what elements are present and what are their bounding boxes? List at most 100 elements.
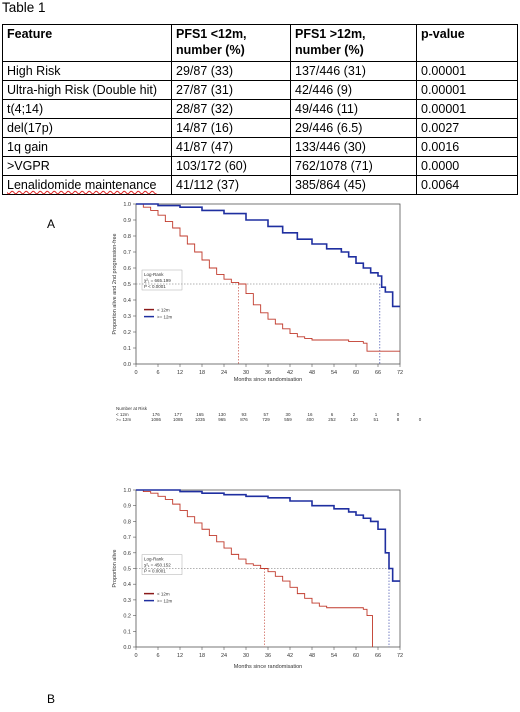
legend-label: < 12m xyxy=(157,308,170,313)
table-header-row: Feature PFS1 <12m, number (%) PFS1 >12m,… xyxy=(2,24,518,62)
y-tick-label: 0.3 xyxy=(123,314,131,320)
legend-label: < 12m xyxy=(157,592,170,597)
x-tick-label: 30 xyxy=(243,653,249,659)
risk-value: 8 xyxy=(397,417,400,422)
x-tick-label: 72 xyxy=(397,370,403,376)
risk-value: 559 xyxy=(284,417,292,422)
y-axis-title: Proportion alive xyxy=(112,549,118,587)
y-tick-label: 1.0 xyxy=(123,202,131,208)
x-tick-label: 36 xyxy=(265,653,271,659)
table-cell: 49/446 (11) xyxy=(290,99,417,119)
table-cell: 42/446 (9) xyxy=(290,80,417,100)
x-axis-title: Months since randomisation xyxy=(234,377,302,383)
table-row: Ultra-high Risk (Double hit) 27/87 (31) … xyxy=(2,80,518,100)
x-tick-label: 12 xyxy=(177,370,183,376)
risk-value: 1085 xyxy=(173,417,184,422)
y-tick-label: 0.5 xyxy=(123,282,131,288)
log-rank-annotation: χ²₁ = 450.152 xyxy=(144,563,171,568)
x-tick-label: 18 xyxy=(199,370,205,376)
y-tick-label: 0.4 xyxy=(123,298,131,304)
risk-value: 16 xyxy=(307,412,313,417)
y-tick-label: 0.1 xyxy=(123,346,131,352)
annotation-box xyxy=(141,269,183,291)
km-chart-b: 0.0 0.1 0.2 0.3 0.4 0.5 0.6 0.7 0.8 0.9 1.0 0 6 12 18 2… xyxy=(112,488,403,670)
risk-value: 965 xyxy=(218,417,226,422)
table-header-cell: Feature xyxy=(2,24,172,62)
risk-value: 0 xyxy=(419,417,422,422)
risk-value: 252 xyxy=(328,417,336,422)
risk-value: 0 xyxy=(397,412,400,417)
table-header-cell: PFS1 >12m, number (%) xyxy=(290,24,417,62)
risk-value: 140 xyxy=(350,417,358,422)
x-tick-label: 48 xyxy=(309,653,315,659)
km-chart-a: 0.0 0.1 0.2 0.3 0.4 0.5 0.6 0.7 0.8 0.9 1.0 0 6 12 18 2… xyxy=(112,202,403,383)
x-axis-title: Months since randomisation xyxy=(234,664,302,670)
y-tick-label: 0.4 xyxy=(123,582,131,588)
x-tick-label: 6 xyxy=(156,653,159,659)
risk-value: 51 xyxy=(373,417,379,422)
log-rank-annotation: P < 0.0001 xyxy=(144,284,166,289)
risk-value: 6 xyxy=(331,412,334,417)
x-tick-label: 54 xyxy=(331,653,337,659)
table-cell: 41/112 (37) xyxy=(171,175,291,195)
risk-value: 176 xyxy=(152,412,160,417)
table-cell: 385/864 (45) xyxy=(290,175,417,195)
x-tick-label: 66 xyxy=(375,653,381,659)
x-tick-label: 42 xyxy=(287,653,293,659)
log-rank-annotation: P < 0.0001 xyxy=(144,569,166,574)
km-curve-lt12m xyxy=(136,489,373,647)
x-tick-label: 0 xyxy=(134,370,137,376)
log-rank-annotation: χ²₁ = 665.199 xyxy=(144,278,171,283)
km-curve-ge12m xyxy=(136,203,400,308)
log-rank-annotation: Log-Rank xyxy=(144,557,164,562)
y-tick-label: 0.9 xyxy=(123,504,131,510)
x-tick-label: 42 xyxy=(287,370,293,376)
risk-value: 165 xyxy=(196,412,204,417)
table-cell: t(4;14) xyxy=(2,99,172,119)
x-tick-label: 60 xyxy=(353,653,359,659)
x-tick-label: 60 xyxy=(353,370,359,376)
risk-value: 130 xyxy=(218,412,226,417)
y-tick-label: 0.3 xyxy=(123,598,131,604)
risk-value: 177 xyxy=(174,412,182,417)
risk-value: 2 xyxy=(353,412,356,417)
y-axis-title: Proportion alive and 2nd progression-fre… xyxy=(112,233,118,334)
x-tick-label: 24 xyxy=(221,653,227,659)
table-cell: 0.00001 xyxy=(416,61,518,81)
y-tick-label: 0.8 xyxy=(123,234,131,240)
table-cell: 0.0064 xyxy=(416,175,518,195)
risk-value: 93 xyxy=(241,412,247,417)
y-tick-label: 0.5 xyxy=(123,567,131,573)
x-tick-label: 12 xyxy=(177,653,183,659)
table-caption: Table 1 xyxy=(2,0,46,15)
table-header-cell: p-value xyxy=(416,24,518,62)
table-row: del(17p) 14/87 (16) 29/446 (6.5) 0.0027 xyxy=(2,118,518,138)
table-header-cell: PFS1 <12m, number (%) xyxy=(171,24,291,62)
km-curve-ge12m xyxy=(136,489,400,582)
table-cell: 27/87 (31) xyxy=(171,80,291,100)
panel-label-b: B xyxy=(47,692,56,706)
log-rank-annotation: Log-Rank xyxy=(144,272,164,277)
risk-value: 57 xyxy=(263,412,269,417)
y-tick-label: 0.0 xyxy=(123,645,131,651)
legend-label: >= 12m xyxy=(157,599,173,604)
risk-value: 1 xyxy=(375,412,378,417)
risk-value: 729 xyxy=(262,417,270,422)
y-tick-label: 0.2 xyxy=(123,330,131,336)
table-cell: 41/87 (47) xyxy=(171,137,291,157)
risk-value: 1035 xyxy=(195,417,206,422)
y-tick-label: 0.6 xyxy=(123,266,131,272)
y-tick-label: 1.0 xyxy=(123,488,131,494)
table-row: t(4;14) 28/87 (32) 49/446 (11) 0.00001 xyxy=(2,99,518,119)
table-cell: 133/446 (30) xyxy=(290,137,417,157)
x-tick-label: 54 xyxy=(331,370,337,376)
x-tick-label: 18 xyxy=(199,653,205,659)
x-tick-label: 66 xyxy=(375,370,381,376)
feature-table: Feature PFS1 <12m, number (%) PFS1 >12m,… xyxy=(2,24,518,195)
table-cell: High Risk xyxy=(2,61,172,81)
x-tick-label: 48 xyxy=(309,370,315,376)
table-cell: 29/87 (33) xyxy=(171,61,291,81)
x-tick-label: 24 xyxy=(221,370,227,376)
risk-table-title: Number at Risk xyxy=(116,406,148,411)
x-tick-label: 0 xyxy=(134,653,137,659)
